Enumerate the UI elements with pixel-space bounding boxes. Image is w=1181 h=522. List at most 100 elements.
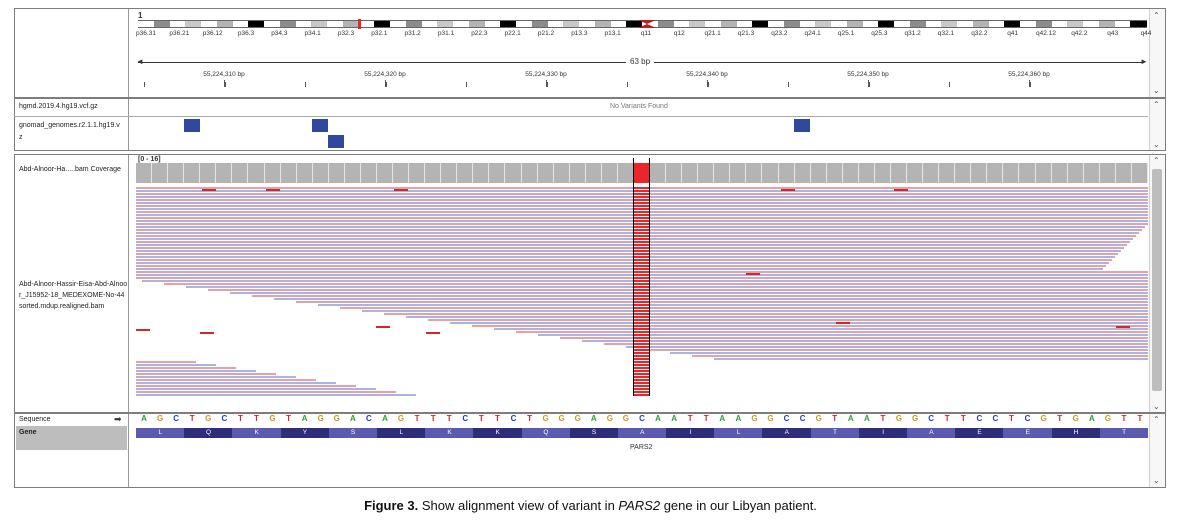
variant-base[interactable]	[634, 196, 649, 198]
coverage-bar[interactable]	[569, 163, 586, 183]
variant-base[interactable]	[634, 364, 649, 366]
variant-base[interactable]	[634, 307, 649, 309]
aligned-read[interactable]	[428, 319, 1148, 321]
variant-base[interactable]	[634, 301, 649, 303]
feature-scrollbar[interactable]: ⌃ ⌄	[1149, 99, 1165, 150]
variant-base[interactable]	[634, 298, 649, 300]
variant-base[interactable]	[634, 382, 649, 384]
variant-base[interactable]	[634, 349, 649, 351]
coverage-bar[interactable]	[248, 163, 265, 183]
variant-base[interactable]	[634, 220, 649, 222]
variant-base[interactable]	[634, 352, 649, 354]
amino-acid[interactable]: A	[762, 428, 812, 438]
coverage-bar[interactable]	[987, 163, 1004, 183]
coverage-bar[interactable]	[955, 163, 972, 183]
aligned-read[interactable]	[136, 244, 1127, 246]
coverage-bar[interactable]	[1099, 163, 1116, 183]
aligned-read[interactable]	[136, 250, 1121, 252]
variant-base[interactable]	[634, 325, 649, 327]
coverage-bar[interactable]	[826, 163, 843, 183]
coverage-bar[interactable]	[328, 163, 345, 183]
sequence-track-name[interactable]: Sequence	[19, 416, 51, 423]
aligned-read[interactable]	[186, 286, 1148, 288]
variant-base[interactable]	[634, 355, 649, 357]
coverage-bar[interactable]	[537, 163, 554, 183]
aligned-read[interactable]	[318, 304, 1148, 306]
aligned-read[interactable]	[136, 394, 416, 396]
aligned-read[interactable]	[136, 391, 396, 393]
coverage-bar[interactable]	[505, 163, 522, 183]
coverage-bar[interactable]	[762, 163, 779, 183]
variant-base[interactable]	[634, 391, 649, 393]
aligned-read[interactable]	[296, 301, 1148, 303]
aligned-read[interactable]	[136, 376, 296, 378]
aligned-read[interactable]	[136, 262, 1109, 264]
coverage-bar[interactable]	[425, 163, 442, 183]
variant-base[interactable]	[634, 247, 649, 249]
scroll-up-icon[interactable]: ⌃	[1153, 156, 1160, 165]
variant-base[interactable]	[634, 217, 649, 219]
coverage-bar[interactable]	[971, 163, 988, 183]
coverage-bar[interactable]	[907, 163, 924, 183]
amino-acid[interactable]: A	[617, 428, 667, 438]
coverage-bar[interactable]	[136, 163, 153, 183]
chromosome-ideogram[interactable]: p36.31 p36.21 p36.12 p36.3 p34.3 p34.1 p32.3 p3…	[136, 19, 1151, 37]
variant-base[interactable]	[634, 202, 649, 204]
variant-base[interactable]	[634, 379, 649, 381]
aligned-read[interactable]	[136, 370, 256, 372]
aligned-read[interactable]	[692, 355, 1148, 357]
variant-base[interactable]	[634, 292, 649, 294]
amino-acid[interactable]: K	[425, 428, 474, 438]
variant-base[interactable]	[634, 388, 649, 390]
coverage-bar[interactable]	[666, 163, 683, 183]
variant-base[interactable]	[634, 190, 649, 192]
aligned-read[interactable]	[136, 364, 216, 366]
scroll-up-icon[interactable]: ⌃	[1153, 415, 1160, 424]
variant-base[interactable]	[634, 211, 649, 213]
variant-base[interactable]	[634, 316, 649, 318]
gnomad-variant[interactable]	[184, 119, 200, 132]
variant-base[interactable]	[634, 238, 649, 240]
coverage-bar[interactable]	[778, 163, 795, 183]
aligned-read[interactable]	[472, 325, 1148, 327]
amino-acid[interactable]: I	[858, 428, 908, 438]
amino-acid[interactable]: E	[955, 428, 1004, 438]
variant-base[interactable]	[634, 361, 649, 363]
aligned-read[interactable]	[164, 283, 1148, 285]
aligned-read[interactable]	[714, 358, 1148, 360]
coverage-bar[interactable]	[409, 163, 426, 183]
variant-base[interactable]	[634, 232, 649, 234]
aligned-read[interactable]	[274, 298, 1148, 300]
coverage-bar[interactable]	[360, 163, 377, 183]
aligned-read[interactable]	[136, 361, 196, 363]
amino-acid[interactable]: S	[328, 428, 378, 438]
strand-arrow-icon[interactable]: ➡	[114, 414, 122, 424]
aligned-read[interactable]	[136, 373, 276, 375]
variant-base[interactable]	[634, 340, 649, 342]
coverage-bar[interactable]	[152, 163, 169, 183]
coverage-bar[interactable]	[698, 163, 715, 183]
variant-base[interactable]	[634, 223, 649, 225]
amino-acid[interactable]: K	[232, 428, 282, 438]
coverage-bar[interactable]	[344, 163, 361, 183]
variant-base[interactable]	[634, 367, 649, 369]
coverage-bar[interactable]	[939, 163, 956, 183]
coverage-bar[interactable]	[842, 163, 859, 183]
aligned-read[interactable]	[560, 337, 1148, 339]
variant-base[interactable]	[634, 259, 649, 261]
coverage-bar[interactable]	[858, 163, 875, 183]
coverage-bar[interactable]	[923, 163, 940, 183]
aligned-read[interactable]	[136, 253, 1118, 255]
aligned-read[interactable]	[582, 340, 1148, 342]
variant-base[interactable]	[634, 256, 649, 258]
variant-base[interactable]	[634, 304, 649, 306]
coverage-bar[interactable]	[1019, 163, 1036, 183]
variant-base[interactable]	[634, 229, 649, 231]
variant-base[interactable]	[634, 235, 649, 237]
scroll-down-icon[interactable]: ⌄	[1153, 86, 1160, 95]
variant-base[interactable]	[634, 268, 649, 270]
coverage-bar[interactable]	[650, 163, 667, 183]
coverage-bar[interactable]	[794, 163, 811, 183]
amino-acid[interactable]: T	[1099, 428, 1149, 438]
